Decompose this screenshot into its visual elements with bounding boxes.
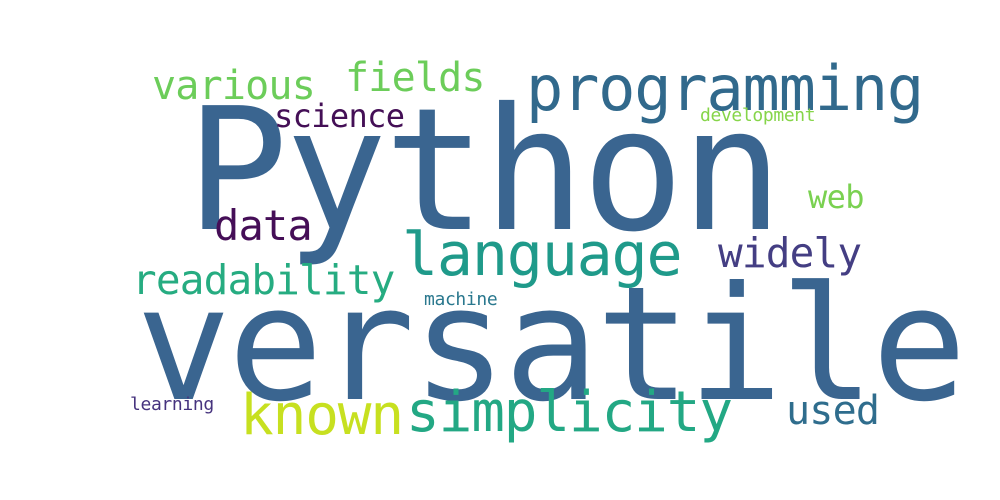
word-versatile: versatile xyxy=(136,253,967,437)
word-development: development xyxy=(700,105,816,126)
word-machine: machine xyxy=(424,289,498,310)
word-programming: programming xyxy=(526,52,924,125)
word-used: used xyxy=(786,388,880,434)
word-widely: widely xyxy=(718,229,862,277)
word-known: known xyxy=(240,383,404,448)
word-language: language xyxy=(402,220,683,290)
word-fields: fields xyxy=(345,55,486,101)
word-simplicity: simplicity xyxy=(406,380,733,445)
word-web: web xyxy=(808,178,865,216)
word-science: science xyxy=(274,97,405,135)
word-python: Python xyxy=(186,72,783,270)
word-data: data xyxy=(214,201,313,250)
word-readability: readability xyxy=(132,256,395,304)
word-learning: learning xyxy=(130,394,214,415)
word-various: various xyxy=(152,63,316,109)
